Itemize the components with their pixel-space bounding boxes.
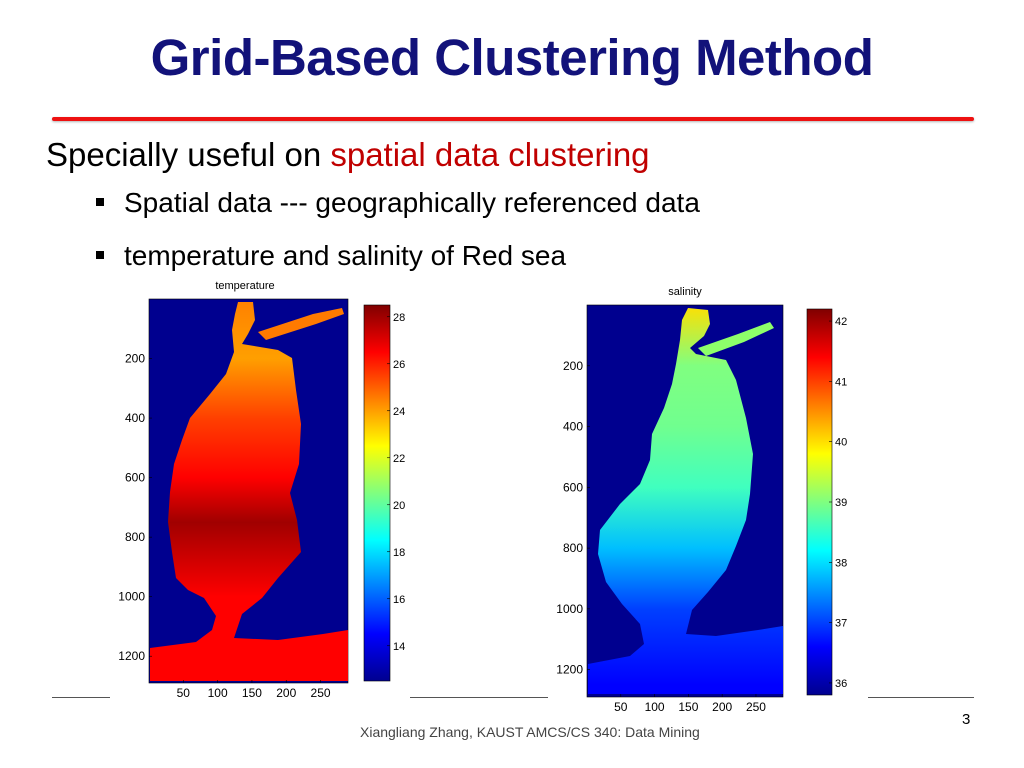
bullet-text: Spatial data --- geographically referenc… (124, 187, 700, 218)
axis-ticks: 50 100 150 200 250 200 400 600 800 1000 1200 (118, 352, 331, 700)
y-tick-label: 800 (125, 530, 145, 544)
y-tick-label: 200 (125, 352, 145, 366)
colorbar-tick-label: 26 (393, 359, 405, 371)
sea-region (588, 308, 783, 694)
colorbar (363, 304, 391, 682)
footer-text: Xiangliang Zhang, KAUST AMCS/CS 340: Dat… (360, 724, 700, 740)
x-tick-label: 200 (276, 686, 296, 700)
colorbar-tick-label: 24 (393, 406, 405, 418)
colorbar-tick-label: 20 (393, 500, 405, 512)
colorbar-ticks: 42 41 40 39 38 37 36 (829, 316, 847, 690)
x-tick-label: 200 (712, 700, 732, 714)
chart-title: salinity (668, 286, 702, 298)
colorbar-tick-label: 40 (835, 437, 847, 449)
x-tick-label: 150 (242, 686, 262, 700)
colorbar-tick-label: 41 (835, 376, 847, 388)
bullet-text: temperature and salinity of Red sea (124, 240, 567, 271)
footer-divider (410, 697, 548, 698)
y-tick-label: 1200 (556, 663, 583, 677)
x-tick-label: 50 (177, 686, 191, 700)
y-tick-label: 1200 (118, 649, 145, 663)
lead-plain: Specially useful on (46, 136, 331, 173)
x-tick-label: 100 (208, 686, 228, 700)
y-tick-label: 600 (563, 480, 583, 494)
colorbar-tick-label: 39 (835, 497, 847, 509)
colorbar (806, 308, 833, 696)
chart-title: temperature (215, 280, 274, 292)
page-number: 3 (962, 711, 971, 728)
colorbar-tick-label: 28 (393, 312, 405, 324)
y-tick-label: 1000 (556, 602, 583, 616)
x-tick-label: 250 (746, 700, 766, 714)
lead-text: Specially useful on spatial data cluster… (46, 136, 650, 174)
bullet-item: temperature and salinity of Red sea (96, 240, 566, 272)
y-tick-label: 400 (563, 420, 583, 434)
title-underline (52, 117, 974, 121)
x-tick-label: 100 (645, 700, 665, 714)
gulf-arm (258, 308, 344, 340)
colorbar-tick-label: 16 (393, 594, 405, 606)
colorbar-tick-label: 14 (393, 641, 405, 653)
x-tick-label: 50 (614, 700, 628, 714)
colorbar-tick-label: 22 (393, 453, 405, 465)
y-tick-label: 1000 (118, 590, 145, 604)
footer-divider (868, 697, 974, 698)
x-tick-label: 250 (311, 686, 331, 700)
salinity-figure: salinity 50 100 150 200 250 200 400 600 800 1000 1… (556, 286, 847, 714)
y-tick-label: 200 (563, 359, 583, 373)
bullet-item: Spatial data --- geographically referenc… (96, 187, 700, 219)
colorbar-ticks: 28 26 24 22 20 18 16 14 (387, 312, 405, 653)
colorbar-tick-label: 42 (835, 316, 847, 328)
lead-highlight: spatial data clustering (330, 136, 650, 173)
y-tick-label: 400 (125, 411, 145, 425)
bullet-square-icon (96, 250, 104, 259)
slide-title: Grid-Based Clustering Method (150, 29, 874, 86)
colorbar-tick-label: 36 (835, 678, 847, 690)
y-tick-label: 800 (563, 541, 583, 555)
colorbar-tick-label: 18 (393, 547, 405, 559)
temperature-figure: temperature 50 100 150 200 250 200 400 600 800 10… (118, 280, 405, 700)
y-tick-label: 600 (125, 471, 145, 485)
gulf-arm (698, 322, 774, 356)
bullet-square-icon (96, 197, 104, 206)
x-tick-label: 150 (678, 700, 698, 714)
colorbar-tick-label: 38 (835, 557, 847, 569)
axis-ticks: 50 100 150 200 250 200 400 600 800 1000 1200 (556, 359, 766, 714)
footer-divider (52, 697, 110, 698)
colorbar-tick-label: 37 (835, 618, 847, 630)
sea-region (150, 302, 348, 681)
